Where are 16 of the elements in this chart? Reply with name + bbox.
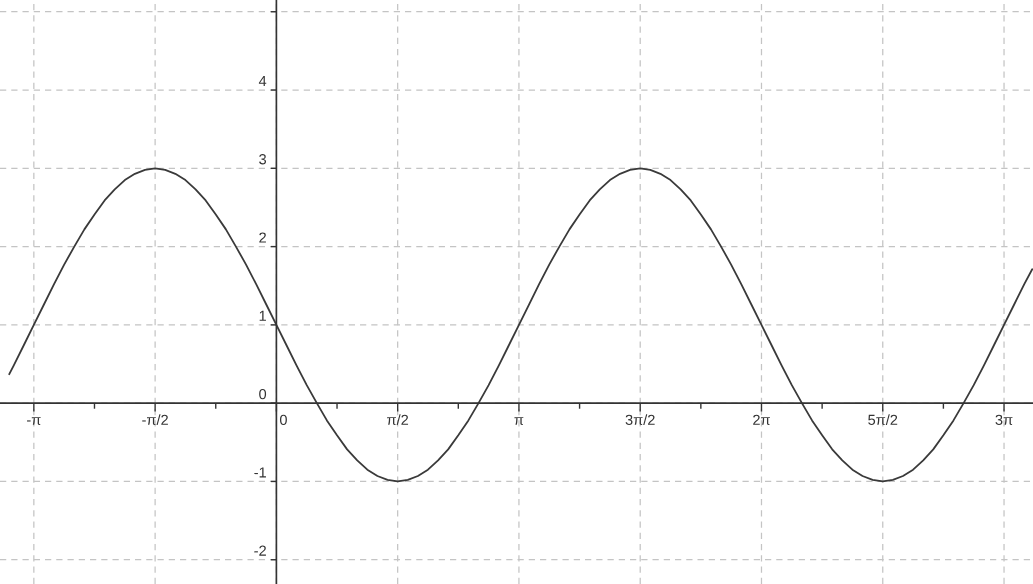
x-tick-label: -π xyxy=(27,417,41,425)
x-tick-label: 3π/2 xyxy=(625,414,655,425)
y-tick-label: 3 xyxy=(259,154,267,165)
y-tick-label: -1 xyxy=(254,467,266,478)
x-tick-label: 0 xyxy=(279,414,287,425)
x-tick-label: 2π xyxy=(753,414,770,425)
x-tick-label: 5π/2 xyxy=(868,414,898,425)
y-tick-label: 4 xyxy=(258,75,267,86)
x-tick-label: 3π xyxy=(995,414,1013,425)
x-tick-label: -π/2 xyxy=(142,414,168,425)
x-tick-label: π/2 xyxy=(387,414,409,425)
y-tick-label: 0 xyxy=(259,388,267,400)
y-tick-label: -2 xyxy=(254,545,266,556)
y-tick-label: 1 xyxy=(259,310,266,321)
x-tick-label: π xyxy=(514,417,524,425)
y-tick-label: 2 xyxy=(259,232,266,243)
